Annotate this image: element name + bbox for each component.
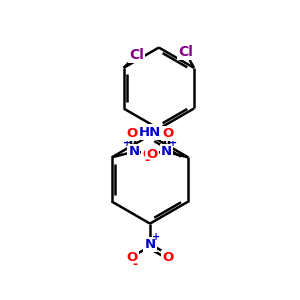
Text: N: N — [144, 238, 156, 251]
Text: +: + — [169, 138, 177, 148]
Text: HN: HN — [139, 125, 161, 139]
Text: Cl: Cl — [178, 45, 193, 59]
Text: -: - — [132, 258, 137, 271]
Text: -: - — [151, 154, 156, 167]
Text: +: + — [152, 232, 160, 242]
Text: Cl: Cl — [130, 48, 144, 62]
Text: -: - — [144, 154, 149, 167]
Text: N: N — [128, 145, 140, 158]
Text: O: O — [127, 127, 138, 140]
Text: O: O — [146, 148, 158, 161]
Text: O: O — [142, 148, 154, 161]
Text: +: + — [123, 138, 131, 148]
Text: O: O — [162, 127, 173, 140]
Text: O: O — [162, 251, 173, 264]
Text: O: O — [127, 251, 138, 264]
Text: N: N — [160, 145, 172, 158]
